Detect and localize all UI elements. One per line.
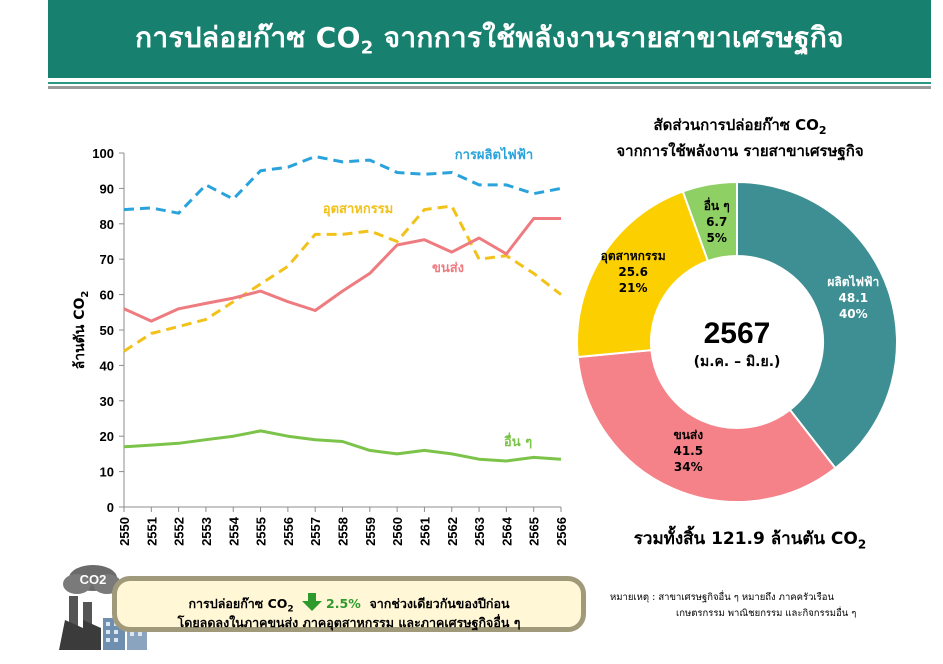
x-tick-label: 2563: [472, 517, 487, 546]
x-tick-label: 2561: [417, 517, 432, 546]
summary-note-line2: โดยลดลงในภาคขนส่ง ภาคอุตสาหกรรม และภาคเศ…: [177, 615, 521, 630]
co2-cloud-label: CO2: [80, 572, 107, 587]
y-tick-label: 20: [100, 429, 114, 444]
header-banner: การปล่อยก๊าซ CO2 จากการใช้พลังงานรายสาขา…: [48, 0, 931, 78]
remark-line1: หมายเหตุ : สาขาเศรษฐกิจอื่น ๆ หมายถึง ภา…: [610, 592, 834, 603]
x-tick-label: 2554: [226, 516, 241, 546]
x-tick-label: 2562: [445, 517, 460, 546]
x-tick-label: 2552: [172, 517, 187, 546]
summary-note: การปล่อยก๊าซ CO2 2.5% จากช่วงเดียวกันของ…: [112, 576, 586, 632]
series-others-line: [123, 429, 562, 463]
x-tick-label: 2555: [254, 517, 269, 546]
x-tick-label: 2553: [199, 517, 214, 546]
donut-slice-others-label: อื่น ๆ 6.7 5%: [704, 197, 730, 245]
donut-slice-labels: ผลิตไฟฟ้า 48.1 40% ขนส่ง 41.5 34% อุตสาหกรรม 25…: [601, 197, 880, 474]
y-tick-label: 70: [100, 252, 114, 267]
total-emission: รวมทั้งสิ้น 121.9 ล้านตัน CO2: [633, 529, 867, 552]
x-tick-label: 2556: [281, 517, 296, 546]
series-transport-line: [123, 217, 561, 323]
y-tick-label: 100: [92, 146, 114, 161]
donut-center-year: 2567: [704, 317, 771, 350]
y-tick-label: 50: [100, 323, 114, 338]
y-tick-label: 0: [107, 500, 114, 515]
x-tick-label: 2565: [527, 517, 542, 546]
header-rule: [48, 82, 931, 84]
remark: หมายเหตุ : สาขาเศรษฐกิจอื่น ๆ หมายถึง ภา…: [610, 590, 856, 622]
y-tick-label: 10: [100, 465, 114, 480]
donut-slices: [576, 180, 898, 503]
y-axis-label: ล้านตัน CO2: [72, 291, 91, 370]
y-tick-label: 30: [100, 394, 114, 409]
donut-slice-transport: [576, 348, 837, 503]
x-tick-label: 2566: [554, 517, 569, 546]
donut-title: สัดส่วนการปล่อยก๊าซ CO2 จากการใช้พลังงาน…: [616, 116, 864, 160]
x-tick-label: 2560: [390, 517, 405, 546]
page-title: การปล่อยก๊าซ CO2 จากการใช้พลังงานรายสาขา…: [135, 21, 844, 59]
donut-slice-industry: [576, 190, 710, 359]
remark-line2: เกษตรกรรม พาณิชยกรรม และกิจกรรมอื่น ๆ: [676, 608, 857, 619]
line-chart-axes: 0 10 20 30 40 50 60 70 80 90 100 2550 2551 2552 2553 25…: [72, 146, 569, 546]
donut-slice-transport-label: ขนส่ง 41.5 34%: [673, 428, 703, 474]
summary-note-line1: การปล่อยก๊าซ CO2 2.5% จากช่วงเดียวกันของ…: [117, 593, 581, 615]
y-tick-label: 90: [100, 181, 114, 196]
x-tick-label: 2557: [308, 517, 323, 546]
x-tick-label: 2550: [117, 517, 132, 546]
series-label-industry: อุตสาหกรรม: [323, 202, 393, 217]
series-power-line: [123, 155, 562, 215]
donut-slice-industry-label: อุตสาหกรรม 25.6 21%: [601, 249, 666, 295]
series-label-power: การผลิตไฟฟ้า: [455, 146, 533, 163]
series-industry-line: [123, 204, 562, 353]
down-arrow-icon: [302, 593, 323, 611]
x-tick-label: 2551: [144, 517, 159, 546]
x-tick-label: 2558: [336, 517, 351, 546]
donut-center-period: (ม.ค. – มิ.ย.): [694, 354, 781, 370]
x-tick-label: 2559: [363, 517, 378, 546]
y-tick-label: 40: [100, 358, 114, 373]
donut-slice-others: [681, 180, 738, 263]
y-tick-label: 80: [100, 217, 114, 232]
y-tick-label: 60: [100, 288, 114, 303]
x-tick-label: 2564: [499, 516, 514, 546]
series-label-others: อื่น ๆ: [504, 432, 532, 450]
line-chart-series: [123, 155, 562, 463]
donut-slice-power: [736, 180, 898, 470]
header-rule-gray: [48, 86, 931, 89]
donut-slice-power-label: ผลิตไฟฟ้า 48.1 40%: [827, 274, 879, 321]
series-label-transport: ขนส่ง: [432, 261, 464, 276]
